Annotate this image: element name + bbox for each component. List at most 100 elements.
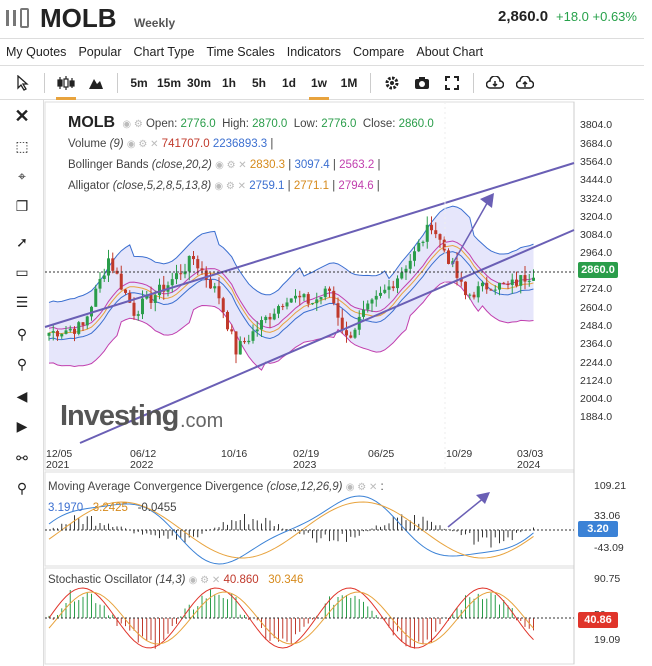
candle-body <box>455 261 459 278</box>
select-tool-icon[interactable]: ⬚ <box>15 137 29 154</box>
crosshair-tool-icon[interactable]: ⌖ <box>18 167 26 184</box>
candle-body <box>136 314 140 316</box>
candle-body <box>298 295 302 298</box>
price-axis-label: 3084.0 <box>580 229 613 241</box>
macd-axis-top: 109.21 <box>594 480 627 492</box>
time-axis-label: 06/12 2022 <box>130 448 157 471</box>
candle-body <box>336 303 340 318</box>
menu-about-chart[interactable]: About Chart <box>416 45 484 59</box>
candle-body <box>489 289 493 291</box>
drawing-tools-sidebar: ✕ ⬚ ⌖ ❐ ➚ ▭ ☰ ⚲ ⚲ ◀ ▶ ⚯ ⚲ <box>0 100 44 666</box>
app-logo-frame-icon <box>20 8 29 28</box>
candle-body <box>425 224 429 242</box>
candle-body <box>421 241 425 243</box>
candle-body <box>124 289 127 293</box>
candle-body <box>434 230 438 235</box>
candle-body <box>379 292 382 296</box>
menu-popular[interactable]: Popular <box>78 45 122 59</box>
candle-body <box>132 302 136 316</box>
cursor-icon[interactable] <box>10 70 36 96</box>
candlestick-chart-icon[interactable] <box>53 70 79 100</box>
price-axis-label: 2364.0 <box>580 338 613 350</box>
candle-body <box>230 329 234 332</box>
stoch-k-line <box>48 587 534 649</box>
candle-body <box>175 273 178 280</box>
cloud-upload-icon[interactable] <box>512 70 538 96</box>
price-axis-label: 3324.0 <box>580 193 613 205</box>
zoom-in-icon[interactable]: ⚲ <box>16 325 28 342</box>
trendline-lower <box>79 229 575 444</box>
candle-body <box>396 278 399 289</box>
candle-body <box>476 286 480 298</box>
gear-icon[interactable] <box>379 70 405 96</box>
toolbar: 5m 15m 30m 1h 5h 1d 1w 1M <box>0 66 644 100</box>
time-axis-label: 03/03 2024 <box>517 448 544 471</box>
magnet-tool-icon[interactable]: ⚲ <box>16 479 28 496</box>
candle-body <box>506 283 510 285</box>
scroll-right-icon[interactable]: ▶ <box>16 417 28 434</box>
candle-body <box>447 250 450 264</box>
candle-body <box>493 289 497 291</box>
candle-body <box>153 295 157 303</box>
trendline-tool-icon[interactable]: ➚ <box>16 233 28 250</box>
candle-body <box>200 268 204 271</box>
price-axis-label: 2724.0 <box>580 283 613 295</box>
area-chart-icon[interactable] <box>83 70 109 96</box>
rectangle-tool-icon[interactable]: ▭ <box>15 263 29 280</box>
candle-body <box>519 275 523 286</box>
candle-body <box>94 288 98 307</box>
candle-body <box>192 256 195 260</box>
fibonacci-tool-icon[interactable]: ☰ <box>15 293 29 310</box>
time-axis-label: 02/19 2023 <box>293 448 320 471</box>
macd-tag: 3.20 <box>578 521 618 537</box>
candle-body <box>468 294 472 296</box>
candle-body <box>272 313 276 320</box>
candle-body <box>464 281 467 296</box>
candle-body <box>238 341 242 355</box>
candle-body <box>158 284 161 296</box>
price-axis-label: 2604.0 <box>580 302 613 314</box>
menu-my-quotes[interactable]: My Quotes <box>6 45 67 59</box>
zoom-out-icon[interactable]: ⚲ <box>16 355 28 372</box>
candle-body <box>268 316 272 320</box>
time-axis-label: 10/29 <box>446 448 473 460</box>
price-axis-label: 3804.0 <box>580 119 613 131</box>
candle-body <box>221 298 225 312</box>
menu-chart-type[interactable]: Chart Type <box>133 45 195 59</box>
menu-time-scales[interactable]: Time Scales <box>206 45 275 59</box>
menu-indicators[interactable]: Indicators <box>286 45 341 59</box>
candle-body <box>234 331 238 355</box>
last-price: 2,860.0 <box>498 8 549 25</box>
menu-compare[interactable]: Compare <box>352 45 405 59</box>
candle-body <box>170 279 174 286</box>
timeframe-label: Weekly <box>134 16 176 30</box>
scale-1M[interactable]: 1M <box>340 75 358 90</box>
candle-body <box>187 256 191 272</box>
camera-icon[interactable] <box>409 70 435 96</box>
candle-body <box>285 302 289 307</box>
bollinger-upper <box>48 205 534 303</box>
fullscreen-icon[interactable] <box>439 70 465 96</box>
scale-5m[interactable]: 5m <box>130 75 148 90</box>
price-tag: 2860.0 <box>578 262 618 278</box>
scale-15m[interactable]: 15m <box>156 75 182 90</box>
candle-body <box>204 270 208 280</box>
candle-body <box>332 290 336 304</box>
scale-30m[interactable]: 30m <box>186 75 212 90</box>
close-icon[interactable]: ✕ <box>14 105 30 126</box>
duplicate-icon[interactable]: ❐ <box>15 197 29 214</box>
cloud-download-icon[interactable] <box>482 70 508 96</box>
candle-body <box>277 306 280 314</box>
candle-body <box>68 328 72 331</box>
symbol-title: MOLB <box>40 3 117 33</box>
scale-1h[interactable]: 1h <box>221 75 236 90</box>
header: MOLB Weekly 2,860.0 +18.0 +0.63% <box>0 0 652 38</box>
measure-tool-icon[interactable]: ⚯ <box>16 449 28 466</box>
scroll-left-icon[interactable]: ◀ <box>16 387 28 404</box>
candle-body <box>145 294 149 299</box>
scale-5h[interactable]: 5h <box>251 75 266 90</box>
candle-body <box>128 292 132 303</box>
scale-1w[interactable]: 1w <box>306 70 332 100</box>
scale-1d[interactable]: 1d <box>281 75 296 90</box>
